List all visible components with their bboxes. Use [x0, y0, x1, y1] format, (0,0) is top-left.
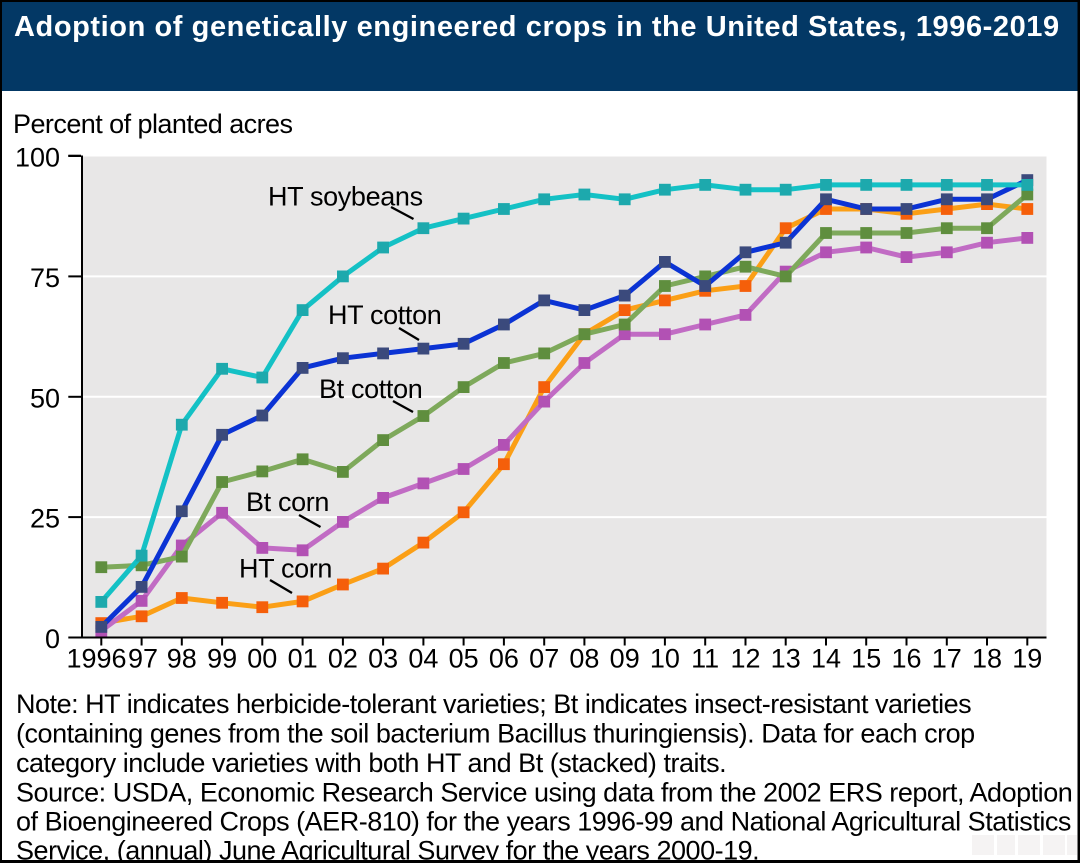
svg-text:(containing genes from the soi: (containing genes from the soil bacteriu…	[16, 719, 975, 749]
svg-text:HT soybeans: HT soybeans	[268, 182, 423, 212]
svg-text:16: 16	[891, 644, 921, 674]
svg-text:12: 12	[730, 644, 760, 674]
svg-text:of Bioengineered Crops (AER-81: of Bioengineered Crops (AER-810) for the…	[16, 807, 1071, 837]
svg-text:07: 07	[529, 644, 559, 674]
svg-text:0: 0	[45, 624, 60, 654]
svg-text:1996: 1996	[66, 644, 126, 674]
svg-text:98: 98	[167, 644, 197, 674]
svg-text:97: 97	[128, 644, 158, 674]
svg-text:Note: HT indicates herbicide-t: Note: HT indicates herbicide-tolerant va…	[16, 689, 971, 719]
svg-text:09: 09	[610, 644, 640, 674]
svg-text:50: 50	[30, 383, 60, 413]
svg-text:19: 19	[1012, 644, 1042, 674]
svg-text:15: 15	[851, 644, 881, 674]
svg-text:Percent of planted acres: Percent of planted acres	[13, 109, 293, 139]
svg-text:05: 05	[449, 644, 479, 674]
svg-text:Bt cotton: Bt cotton	[319, 374, 422, 404]
svg-text:99: 99	[207, 644, 237, 674]
svg-text:18: 18	[972, 644, 1002, 674]
svg-text:14: 14	[811, 644, 841, 674]
svg-text:HT corn: HT corn	[239, 554, 332, 584]
svg-text:category include varieties wit: category include varieties with both HT …	[16, 748, 726, 778]
svg-text:Bt corn: Bt corn	[246, 487, 329, 517]
svg-text:06: 06	[489, 644, 519, 674]
svg-text:03: 03	[368, 644, 398, 674]
svg-text:02: 02	[328, 644, 358, 674]
svg-text:100: 100	[15, 143, 60, 173]
svg-text:04: 04	[408, 644, 438, 674]
svg-text:00: 00	[247, 644, 277, 674]
svg-text:HT cotton: HT cotton	[328, 300, 441, 330]
svg-text:13: 13	[771, 644, 801, 674]
svg-text:17: 17	[932, 644, 962, 674]
svg-text:01: 01	[288, 644, 318, 674]
svg-text:11: 11	[691, 644, 719, 674]
svg-text:25: 25	[30, 504, 60, 534]
svg-text:Source: USDA, Economic Researc: Source: USDA, Economic Research Service …	[16, 777, 1072, 807]
svg-text:Adoption of genetically engine: Adoption of genetically engineered crops…	[14, 11, 1060, 43]
svg-text:08: 08	[569, 644, 599, 674]
svg-text:Service, (annual) June Agricul: Service, (annual) June Agricultural Surv…	[16, 836, 759, 863]
svg-text:10: 10	[650, 644, 680, 674]
svg-text:75: 75	[30, 263, 60, 293]
